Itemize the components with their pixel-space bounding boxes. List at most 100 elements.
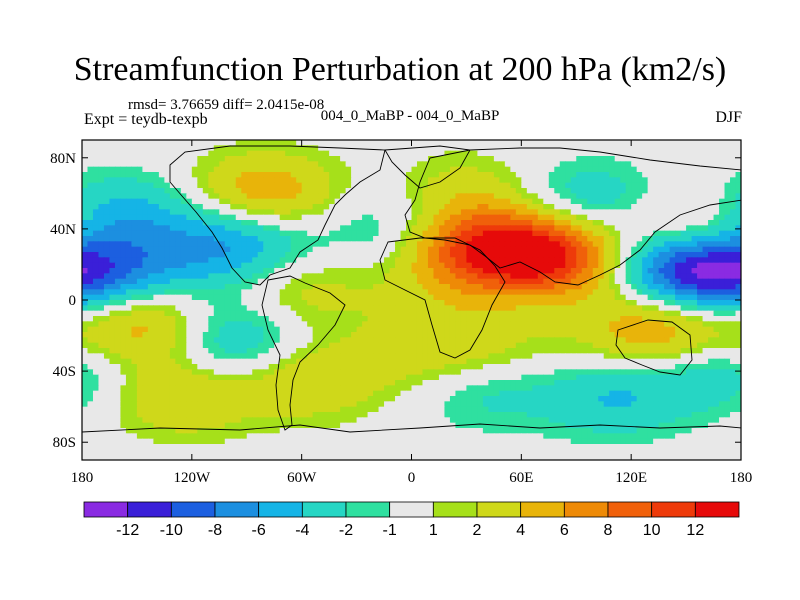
field-cell <box>614 156 621 162</box>
field-cell <box>433 300 440 306</box>
field-cell <box>675 348 682 354</box>
field-cell <box>136 262 144 269</box>
field-cell <box>131 268 138 274</box>
field-cell <box>219 140 226 146</box>
field-cell <box>603 188 610 194</box>
field-cell <box>691 166 698 173</box>
field-cell <box>493 257 500 264</box>
field-cell <box>543 300 550 306</box>
field-cell <box>471 284 478 290</box>
field-cell <box>697 300 704 306</box>
field-cell <box>252 284 259 290</box>
field-cell <box>559 300 566 306</box>
field-cell <box>482 198 489 205</box>
field-cell <box>340 289 347 296</box>
field-cell <box>103 326 111 333</box>
field-cell <box>82 353 89 360</box>
field-cell <box>499 268 506 274</box>
field-cell <box>329 300 336 306</box>
field-cell <box>340 140 347 146</box>
field-cell <box>279 225 286 232</box>
field-cell <box>169 172 176 178</box>
field-cell <box>669 225 676 232</box>
field-cell <box>400 150 407 157</box>
field-cell <box>103 241 111 248</box>
field-cell <box>708 310 715 317</box>
field-cell <box>384 246 391 253</box>
field-cell <box>526 321 533 328</box>
field-cell <box>384 300 391 306</box>
field-cell <box>208 353 215 360</box>
field-cell <box>653 198 660 205</box>
field-cell <box>609 289 616 296</box>
field-cell <box>735 225 741 232</box>
field-cell <box>686 268 693 274</box>
field-cell <box>400 252 407 258</box>
field-cell <box>197 310 204 317</box>
field-cell <box>570 278 577 285</box>
field-cell <box>389 214 396 221</box>
field-cell <box>153 230 160 237</box>
field-cell <box>592 204 599 210</box>
field-cell <box>565 262 572 269</box>
field-cell <box>224 214 231 221</box>
field-cell <box>356 278 363 285</box>
field-cell <box>131 204 138 210</box>
field-cell <box>477 214 484 221</box>
field-cell <box>477 220 484 226</box>
field-cell <box>208 214 215 221</box>
field-cell <box>197 225 204 232</box>
field-cell <box>367 225 374 232</box>
field-cell <box>636 342 643 349</box>
field-cell <box>114 198 122 205</box>
field-cell <box>482 140 489 146</box>
field-cell <box>356 241 363 248</box>
field-cell <box>208 236 215 242</box>
field-cell <box>301 241 308 248</box>
field-cell <box>213 246 220 253</box>
field-cell <box>169 342 176 349</box>
field-cell <box>109 204 116 210</box>
field-cell <box>406 268 413 274</box>
field-cell <box>263 268 270 274</box>
field-cell <box>587 220 594 226</box>
field-cell <box>147 289 154 296</box>
field-cell <box>614 337 621 344</box>
field-cell <box>697 161 704 168</box>
field-cell <box>186 182 193 189</box>
field-cell <box>631 257 638 264</box>
field-cell <box>416 252 424 258</box>
field-cell <box>581 188 588 194</box>
field-cell <box>504 332 511 338</box>
field-cell <box>257 273 264 280</box>
field-cell <box>647 246 654 253</box>
field-cell <box>92 284 100 290</box>
field-cell <box>570 188 577 194</box>
field-cell <box>680 230 687 237</box>
field-cell <box>301 246 308 253</box>
field-cell <box>230 268 237 274</box>
field-cell <box>460 204 468 210</box>
field-cell <box>664 268 671 274</box>
field-cell <box>466 156 473 162</box>
field-cell <box>735 300 741 306</box>
field-cell <box>197 193 204 200</box>
field-cell <box>279 326 286 333</box>
field-cell <box>526 316 533 322</box>
field-cell <box>504 204 511 210</box>
field-cell <box>543 348 550 354</box>
field-cell <box>504 198 511 205</box>
field-cell <box>307 316 314 322</box>
field-cell <box>444 166 451 173</box>
field-cell <box>581 193 588 200</box>
field-cell <box>125 284 133 290</box>
field-cell <box>631 230 638 237</box>
field-cell <box>537 193 544 200</box>
field-cell <box>532 284 539 290</box>
field-cell <box>263 342 270 349</box>
field-cell <box>510 209 517 216</box>
field-cell <box>614 214 621 221</box>
field-cell <box>730 177 737 184</box>
field-cell <box>587 348 594 354</box>
field-cell <box>686 204 693 210</box>
